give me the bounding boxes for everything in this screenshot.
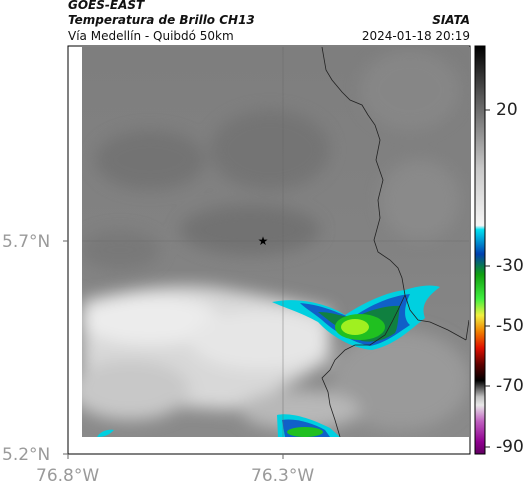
colorbar-label: -50 bbox=[496, 316, 524, 336]
product-title: Temperatura de Brillo CH13 bbox=[68, 13, 255, 27]
colorbar-label: -70 bbox=[496, 376, 524, 396]
lon-label-west: 76.8°W bbox=[36, 466, 100, 486]
admin-border-line-south bbox=[321, 294, 406, 437]
admin-border-line-east bbox=[465, 319, 469, 341]
region-label: Vía Medellín - Quibdó 50km bbox=[68, 29, 234, 43]
colorbar-label: -90 bbox=[496, 437, 524, 457]
datetime-label: 2024-01-18 20:19 bbox=[361, 29, 470, 43]
agency-label: SIATA bbox=[432, 13, 470, 27]
colorbar-label: -30 bbox=[496, 256, 524, 276]
bright-cloud-band bbox=[82, 285, 469, 430]
dark-cloud-patches bbox=[82, 50, 460, 270]
lon-label-east: 76.3°W bbox=[251, 466, 315, 486]
lat-label-north: 5.7°N bbox=[2, 232, 51, 252]
lat-label-south: 5.2°N bbox=[2, 445, 51, 465]
colorbar bbox=[474, 45, 486, 455]
cold-cloud-tops bbox=[97, 285, 440, 437]
admin-border-line bbox=[321, 47, 467, 341]
colorbar-label: 20 bbox=[496, 100, 518, 120]
star-icon: ★ bbox=[258, 234, 269, 248]
satellite-title: GOES-EAST bbox=[68, 0, 145, 12]
